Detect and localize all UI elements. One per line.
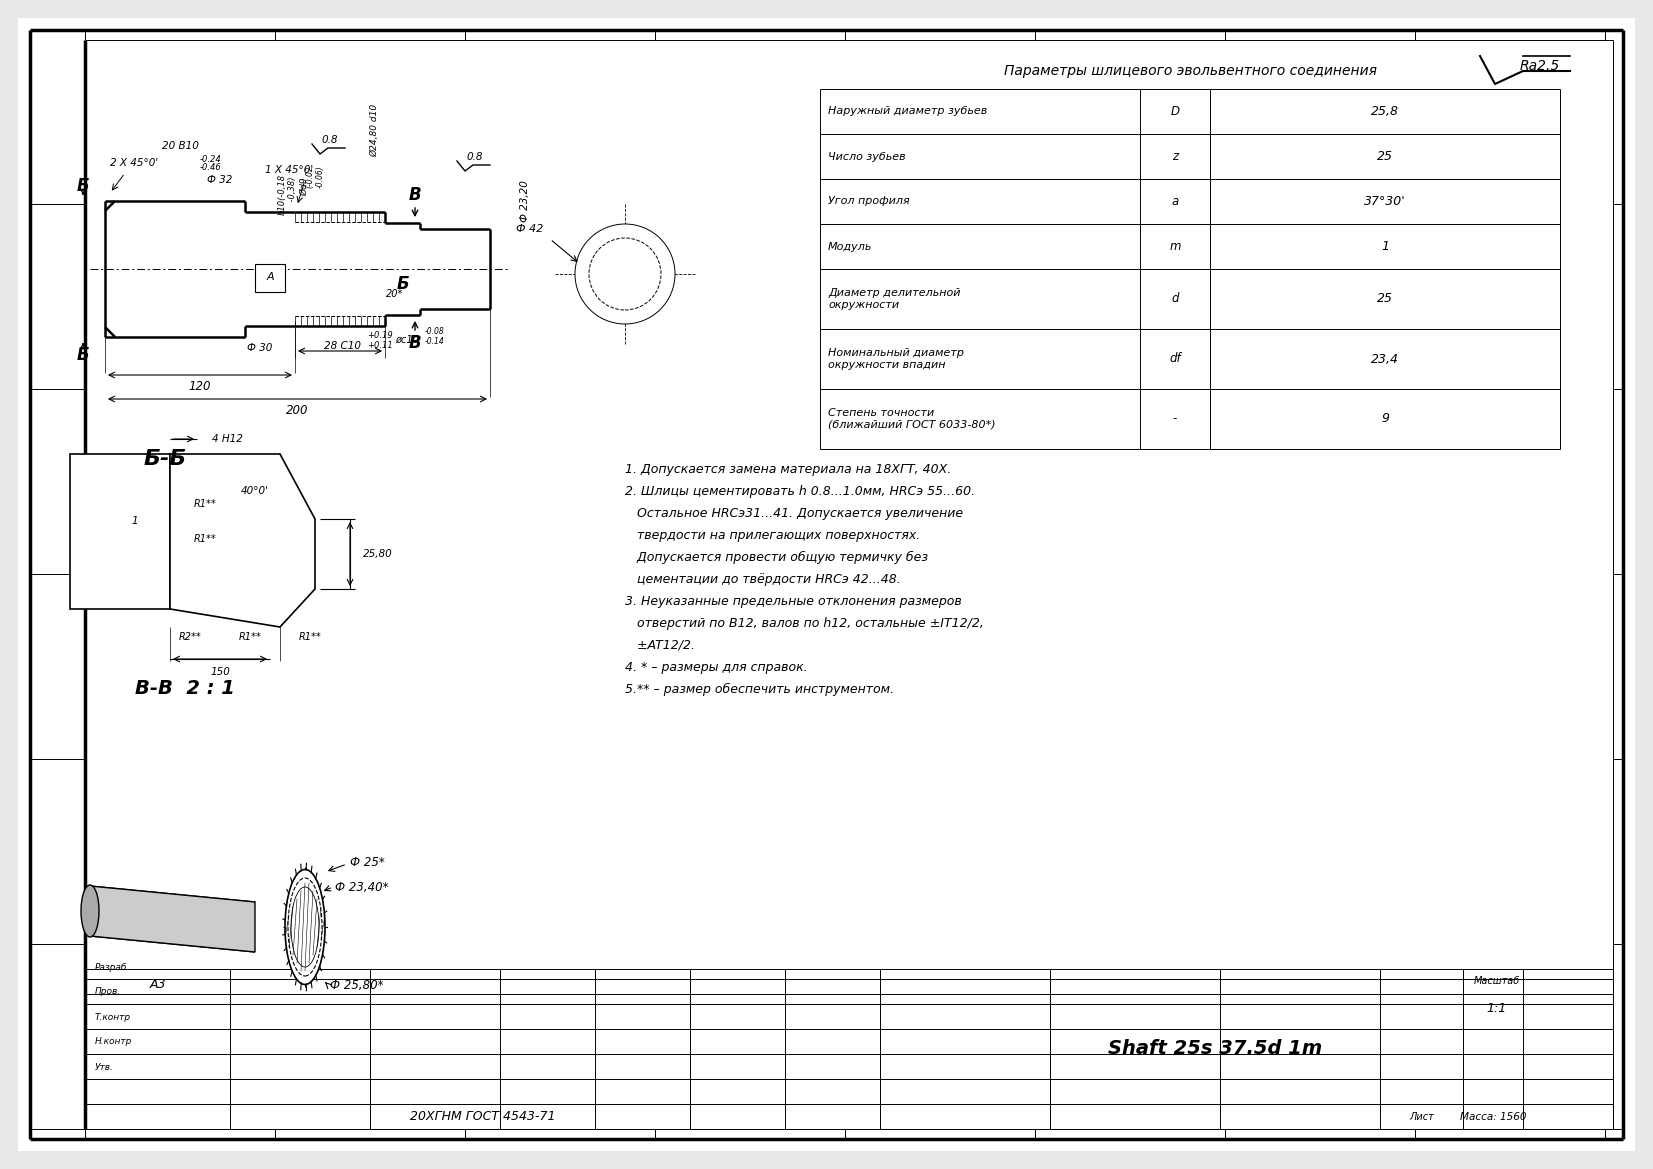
Text: Shaft 25s 37.5d 1m: Shaft 25s 37.5d 1m [1108, 1039, 1322, 1058]
Text: R1**: R1** [193, 499, 217, 509]
Text: Разраб.: Разраб. [94, 962, 131, 971]
Text: 4 H12: 4 H12 [212, 434, 243, 444]
Text: Степень точности
(ближайший ГОСТ 6033-80*): Степень точности (ближайший ГОСТ 6033-80… [828, 408, 995, 430]
Text: 28 C10: 28 C10 [324, 341, 362, 351]
Text: -0.24: -0.24 [200, 154, 222, 164]
Text: Пров.: Пров. [94, 988, 121, 996]
Text: 25: 25 [1377, 292, 1393, 305]
Text: ±AT12/2.: ±AT12/2. [625, 638, 694, 651]
Text: 25,8: 25,8 [1370, 105, 1398, 118]
Text: B: B [408, 334, 422, 352]
Text: Модуль: Модуль [828, 242, 873, 251]
Text: Угол профиля: Угол профиля [828, 196, 909, 207]
Text: Ф 23,20: Ф 23,20 [521, 180, 531, 222]
Text: øc10: øc10 [395, 336, 418, 345]
Text: 5.** – размер обеспечить инструментом.: 5.** – размер обеспечить инструментом. [625, 683, 894, 696]
Text: 1. Допускается замена материала на 18ХГТ, 40Х.: 1. Допускается замена материала на 18ХГТ… [625, 463, 950, 476]
Text: Утв.: Утв. [94, 1063, 114, 1072]
Circle shape [575, 224, 674, 324]
Text: В-В  2 : 1: В-В 2 : 1 [136, 679, 235, 699]
Text: 4. * – размеры для справок.: 4. * – размеры для справок. [625, 660, 808, 673]
Text: Ф 32: Ф 32 [207, 175, 233, 185]
Text: А3: А3 [149, 977, 165, 990]
Text: Номинальный диаметр
окружности впадин: Номинальный диаметр окружности впадин [828, 348, 964, 369]
Text: df: df [1169, 353, 1180, 366]
Text: Число зубьев: Число зубьев [828, 152, 906, 161]
Text: 1: 1 [132, 516, 139, 526]
Text: A: A [266, 272, 274, 282]
Text: отверстий по В12, валов по h12, остальные ±IT12/2,: отверстий по В12, валов по h12, остальны… [625, 616, 984, 629]
Text: z: z [1172, 150, 1179, 162]
Text: -0.46: -0.46 [200, 164, 222, 173]
Text: Б: Б [76, 177, 89, 195]
Text: 0.8: 0.8 [466, 152, 483, 162]
Text: 150: 150 [210, 667, 230, 677]
Text: B: B [408, 186, 422, 205]
Text: Ф 25*: Ф 25* [350, 856, 385, 869]
Text: Б-Б: Б-Б [144, 449, 187, 469]
Text: R1**: R1** [193, 534, 217, 544]
Text: Ф 23,40*: Ф 23,40* [336, 880, 388, 893]
Text: (-0.02
-0.06): (-0.02 -0.06) [306, 166, 324, 188]
Text: a: a [1172, 195, 1179, 208]
Text: Б: Б [76, 346, 89, 364]
Text: 0.8: 0.8 [322, 134, 339, 145]
Text: d: d [1172, 292, 1179, 305]
Text: Ф 42: Ф 42 [516, 224, 544, 234]
Text: цементации до твёрдости HRCэ 42...48.: цементации до твёрдости HRCэ 42...48. [625, 573, 901, 586]
Text: 1 X 45°0': 1 X 45°0' [264, 165, 314, 175]
Text: m: m [1169, 240, 1180, 253]
Text: 25: 25 [1377, 150, 1393, 162]
Text: 20 B10: 20 B10 [162, 141, 198, 151]
Text: 9: 9 [1380, 413, 1389, 426]
Text: +0.19: +0.19 [367, 332, 393, 340]
Text: твердости на прилегающих поверхностях.: твердости на прилегающих поверхностях. [625, 528, 921, 541]
Text: Масштаб: Масштаб [1473, 976, 1519, 985]
Text: Ra2.5: Ra2.5 [1519, 58, 1560, 72]
Text: Ф 30: Ф 30 [248, 343, 273, 353]
Text: Лист: Лист [1408, 1112, 1433, 1122]
Text: 20*: 20* [387, 289, 403, 299]
Ellipse shape [284, 870, 326, 984]
Bar [255, 264, 284, 292]
Text: 25,80: 25,80 [364, 549, 393, 559]
Text: Ø24,80 d10: Ø24,80 d10 [370, 104, 380, 157]
Text: 40°0': 40°0' [241, 486, 269, 496]
Text: 3. Неуказанные предельные отклонения размеров: 3. Неуказанные предельные отклонения раз… [625, 595, 962, 608]
Text: 200: 200 [286, 404, 309, 417]
Text: Наружный диаметр зубьев: Наружный диаметр зубьев [828, 106, 987, 117]
Text: b10(-0,18
    -0,38): b10(-0,18 -0,38) [278, 173, 296, 215]
Text: Н.контр: Н.контр [94, 1038, 132, 1046]
Polygon shape [170, 454, 316, 627]
Text: Параметры шлицевого эвольвентного соединения: Параметры шлицевого эвольвентного соедин… [1003, 64, 1377, 78]
Text: +0.11: +0.11 [367, 341, 393, 351]
Text: -0.14: -0.14 [425, 338, 445, 346]
Text: D: D [1170, 105, 1180, 118]
Text: -: - [1174, 413, 1177, 426]
Text: Ф 25,80*: Ф 25,80* [331, 978, 383, 991]
Text: Допускается провести общую термичку без: Допускается провести общую термичку без [625, 551, 927, 563]
Text: R1**: R1** [299, 632, 321, 642]
Text: Б: Б [397, 275, 410, 293]
Text: 20ХГНМ ГОСТ 4543-71: 20ХГНМ ГОСТ 4543-71 [410, 1111, 555, 1123]
Text: 2. Шлицы цементировать h 0.8...1.0мм, HRCэ 55...60.: 2. Шлицы цементировать h 0.8...1.0мм, HR… [625, 484, 975, 498]
Text: 1:1: 1:1 [1486, 1003, 1506, 1016]
Text: Масса: 1560: Масса: 1560 [1460, 1112, 1526, 1122]
Text: Ød9: Ød9 [301, 178, 309, 196]
Text: 23,4: 23,4 [1370, 353, 1398, 366]
Text: R1**: R1** [238, 632, 261, 642]
Bar [69, 454, 170, 609]
Text: 37°30': 37°30' [1364, 195, 1405, 208]
Text: 1: 1 [1380, 240, 1389, 253]
Text: R2**: R2** [179, 632, 202, 642]
Text: 120: 120 [188, 380, 212, 394]
Text: Остальное HRCэ31...41. Допускается увеличение: Остальное HRCэ31...41. Допускается увели… [625, 506, 964, 519]
Polygon shape [89, 886, 255, 952]
Ellipse shape [81, 885, 99, 938]
Text: Т.контр: Т.контр [94, 1012, 131, 1022]
Text: Диаметр делительной
окружности: Диаметр делительной окружности [828, 289, 960, 310]
Text: -0.08: -0.08 [425, 327, 445, 337]
Text: 2 X 45°0': 2 X 45°0' [111, 158, 159, 168]
